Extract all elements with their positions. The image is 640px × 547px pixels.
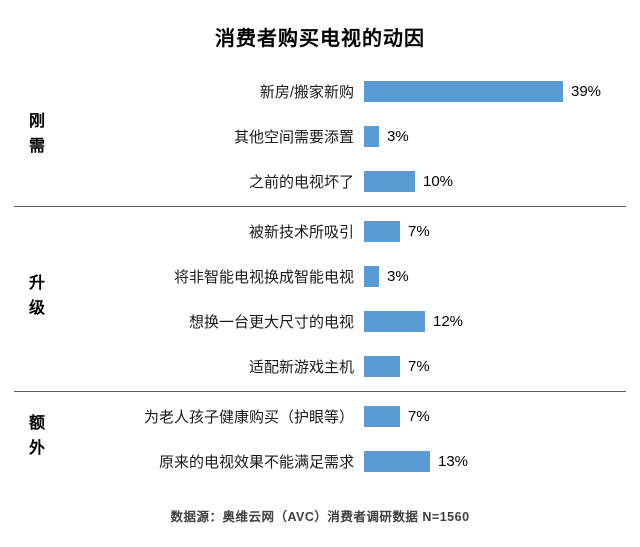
value-label: 10%	[423, 173, 454, 190]
bar-row: 将非智能电视换成智能电视 3%	[54, 254, 626, 299]
group-section-extra: 额外 为老人孩子健康购买（护眼等） 7% 原来的电视效果不能满足需求 13%	[14, 391, 626, 486]
bar-area: 7%	[364, 406, 626, 427]
bar	[364, 171, 415, 192]
bar	[364, 126, 379, 147]
group-label-text: 升级	[26, 274, 43, 324]
category-label: 之前的电视坏了	[248, 174, 354, 191]
chart-title: 消费者购买电视的动因	[215, 28, 425, 50]
bar	[364, 451, 430, 472]
bar	[364, 406, 400, 427]
bar-row: 其他空间需要添置 3%	[54, 114, 626, 159]
value-label: 12%	[433, 313, 464, 330]
category-label: 将非智能电视换成智能电视	[173, 269, 354, 286]
bar-row: 想换一台更大尺寸的电视 12%	[54, 299, 626, 344]
bar-chart: 刚需 新房/搬家新购 39% 其他空间需要添置 3%	[14, 67, 626, 486]
bar-area: 3%	[364, 266, 626, 287]
group-rows: 为老人孩子健康购买（护眼等） 7% 原来的电视效果不能满足需求 13%	[54, 392, 626, 486]
group-label-text: 刚需	[26, 111, 43, 162]
value-label: 7%	[408, 408, 430, 425]
bar-area: 39%	[364, 81, 626, 102]
bar	[364, 81, 563, 102]
value-label: 7%	[408, 358, 430, 375]
bar	[364, 266, 379, 287]
value-label: 7%	[408, 223, 430, 240]
bar-area: 3%	[364, 126, 626, 147]
value-label: 3%	[387, 268, 409, 285]
source-note: 数据源：奥维云网（AVC）消费者调研数据 N=1560	[170, 510, 470, 524]
bar-area: 7%	[364, 221, 626, 242]
group-label: 刚需	[14, 67, 54, 206]
bar-row: 原来的电视效果不能满足需求 13%	[54, 439, 626, 484]
category-label: 想换一台更大尺寸的电视	[188, 314, 354, 331]
bar	[364, 221, 400, 242]
category-label: 被新技术所吸引	[248, 224, 354, 241]
bar-row: 适配新游戏主机 7%	[54, 344, 626, 389]
category-label: 适配新游戏主机	[248, 359, 354, 376]
group-section-rigid-need: 刚需 新房/搬家新购 39% 其他空间需要添置 3%	[14, 67, 626, 206]
value-label: 13%	[438, 453, 469, 470]
bar-row: 被新技术所吸引 7%	[54, 209, 626, 254]
category-label: 原来的电视效果不能满足需求	[158, 454, 354, 471]
bar-area: 10%	[364, 171, 626, 192]
bar-area: 13%	[364, 451, 626, 472]
category-label: 新房/搬家新购	[259, 84, 354, 101]
group-section-upgrade: 升级 被新技术所吸引 7% 将非智能电视换成智能电视 3%	[14, 206, 626, 391]
bar-row: 为老人孩子健康购买（护眼等） 7%	[54, 394, 626, 439]
category-label: 为老人孩子健康购买（护眼等）	[143, 409, 354, 426]
group-label: 额外	[14, 392, 54, 486]
bar	[364, 356, 400, 377]
category-label: 其他空间需要添置	[233, 129, 354, 146]
group-rows: 新房/搬家新购 39% 其他空间需要添置 3% 之前的电视坏了	[54, 67, 626, 206]
group-label: 升级	[14, 207, 54, 391]
group-rows: 被新技术所吸引 7% 将非智能电视换成智能电视 3% 想换一台更大尺寸的电视	[54, 207, 626, 391]
value-label: 3%	[387, 128, 409, 145]
group-label-text: 额外	[26, 414, 43, 464]
bar-area: 7%	[364, 356, 626, 377]
bar-row: 新房/搬家新购 39%	[54, 69, 626, 114]
bar	[364, 311, 425, 332]
bar-area: 12%	[364, 311, 626, 332]
bar-row: 之前的电视坏了 10%	[54, 159, 626, 204]
value-label: 39%	[571, 83, 602, 100]
